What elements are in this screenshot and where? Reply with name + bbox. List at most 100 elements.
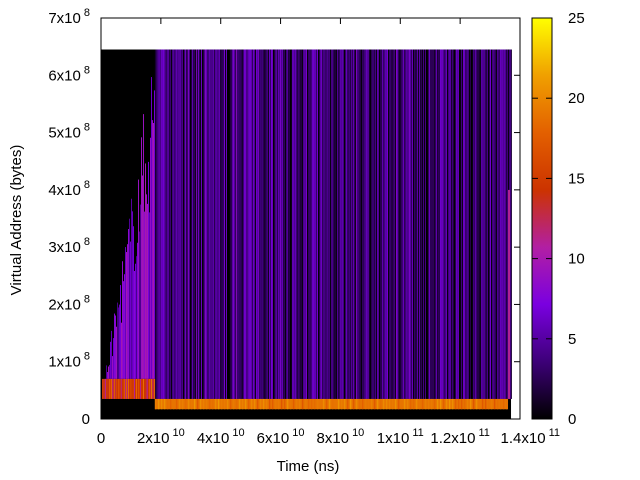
heatmap-band-cell [409, 398, 412, 410]
heatmap-stripe [193, 49, 195, 399]
heatmap-layer [101, 49, 512, 419]
heatmap-stripe [398, 49, 400, 399]
heatmap-early-band [129, 378, 131, 399]
heatmap-stripe [165, 49, 167, 399]
heatmap-band-cell [463, 398, 466, 410]
y-tick-label: 6x10 8 [48, 64, 90, 84]
heatmap-stripe [416, 49, 418, 399]
heatmap-early-band [123, 378, 125, 399]
heatmap-stripe [401, 49, 403, 399]
heatmap-stripe [438, 49, 440, 399]
heatmap-stripe [350, 49, 352, 399]
heatmap-ramp-stripe [146, 194, 147, 379]
heatmap-stripe [281, 49, 283, 399]
heatmap-band-cell [448, 398, 451, 410]
heatmap-early-band [148, 378, 150, 399]
heatmap-stripe [373, 49, 375, 399]
heatmap-stripe [251, 49, 253, 399]
heatmap-stripe [247, 49, 249, 399]
heatmap-band-cell [391, 398, 394, 410]
heatmap-stripe [316, 49, 318, 399]
heatmap-band-cell [241, 398, 244, 410]
heatmap-band-cell [382, 398, 385, 410]
heatmap-stripe [456, 49, 458, 399]
heatmap-early-band [138, 378, 140, 399]
heatmap-stripe [217, 49, 219, 399]
heatmap-stripe [260, 49, 262, 399]
heatmap-stripe [460, 49, 462, 399]
heatmap-band-cell [160, 398, 163, 410]
heatmap-stripe [181, 49, 183, 399]
heatmap-band-cell [394, 398, 397, 410]
heatmap-band-cell [445, 398, 448, 410]
heatmap-stripe [434, 49, 436, 399]
heatmap-stripe [298, 49, 300, 399]
heatmap-early-band [153, 378, 155, 399]
heatmap-stripe [235, 49, 237, 399]
heatmap-early-band [109, 378, 111, 399]
heatmap-stripe [445, 49, 447, 399]
heatmap-stripe [404, 49, 406, 399]
heatmap-early-band [135, 378, 137, 399]
heatmap-stripe [395, 49, 397, 399]
heatmap-stripe [174, 49, 176, 399]
heatmap-stripe [346, 49, 348, 399]
x-tick-label: 6x10 10 [257, 427, 305, 447]
heatmap-band-cell [331, 398, 334, 410]
heatmap-band-cell [175, 398, 178, 410]
colorbar [531, 17, 553, 420]
heatmap-band-cell [253, 398, 256, 410]
heatmap-stripe [419, 49, 421, 399]
heatmap-band-cell [421, 398, 424, 410]
heatmap-early-band [130, 378, 132, 399]
heatmap-band-cell [190, 398, 193, 410]
heatmap-stripe [195, 49, 197, 399]
heatmap-stripe [270, 49, 272, 399]
y-axis: 0 1x10 8 2x10 8 3x10 8 4x10 8 5x10 8 6x10 8 7x10 8 [48, 7, 520, 428]
heatmap-stripe [365, 49, 367, 399]
heatmap-early-band [147, 378, 149, 399]
heatmap-early-band [127, 378, 129, 399]
heatmap-stripe [154, 49, 156, 399]
heatmap-stripe [250, 49, 252, 399]
heatmap-band-cell [187, 398, 190, 410]
heatmap-band-cell [250, 398, 253, 410]
heatmap-early-band [108, 378, 110, 399]
heatmap-stripe [263, 49, 265, 399]
heatmap-stripe [304, 49, 306, 399]
heatmap-early-band [103, 378, 105, 399]
heatmap-band-cell [310, 398, 313, 410]
heatmap-stripe [349, 49, 351, 399]
heatmap-early-band [141, 378, 143, 399]
heatmap-band-cell [319, 398, 322, 410]
heatmap-band-cell [256, 398, 259, 410]
heatmap-band-cell [178, 398, 181, 410]
heatmap-stripe [296, 49, 298, 399]
heatmap-stripe [156, 49, 158, 399]
heatmap-stripe [313, 49, 315, 399]
heatmap-ramp-stripe [123, 281, 124, 379]
heatmap-early-band [136, 378, 138, 399]
heatmap-stripe [307, 49, 309, 399]
heatmap-stripe [261, 49, 263, 399]
heatmap-stripe [196, 49, 198, 399]
heatmap-early-band [107, 378, 109, 399]
heatmap-stripe [177, 49, 179, 399]
heatmap-stripe [503, 49, 505, 399]
heatmap-stripe [485, 49, 487, 399]
x-tick-label: 2x10 10 [137, 427, 185, 447]
heatmap-ramp-stripe [111, 330, 112, 379]
heatmap-band-cell [358, 398, 361, 410]
heatmap-stripe [337, 49, 339, 399]
heatmap-early-band [122, 378, 124, 399]
heatmap-stripe [348, 49, 350, 399]
heatmap-stripe [303, 49, 305, 399]
heatmap-stripe [403, 49, 405, 399]
heatmap-stripe [207, 49, 209, 399]
heatmap-stripe [463, 49, 465, 399]
heatmap-stripe [444, 49, 446, 399]
heatmap-stripe [393, 49, 395, 399]
heatmap-band-cell [376, 398, 379, 410]
heatmap-stripe [295, 49, 297, 399]
heatmap-stripe [489, 49, 491, 399]
